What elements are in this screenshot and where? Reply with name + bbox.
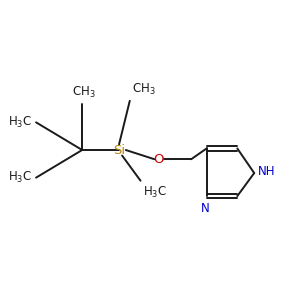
Text: NH: NH xyxy=(258,165,276,178)
Text: CH$_3$: CH$_3$ xyxy=(72,85,95,100)
Text: N: N xyxy=(201,202,209,214)
Text: H$_3$C: H$_3$C xyxy=(143,185,167,200)
Text: Si: Si xyxy=(113,143,125,157)
Text: CH$_3$: CH$_3$ xyxy=(132,82,156,97)
Text: H$_3$C: H$_3$C xyxy=(8,170,32,185)
Text: H$_3$C: H$_3$C xyxy=(8,115,32,130)
Text: O: O xyxy=(154,153,164,166)
